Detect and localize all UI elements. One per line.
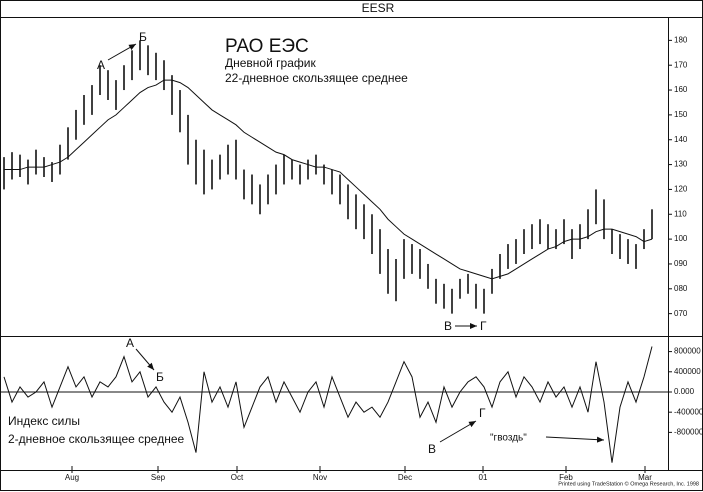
x-tick-label: Sep	[151, 473, 166, 482]
y-tick-label: 090	[674, 259, 688, 268]
y-tick-label: 120	[674, 185, 688, 194]
y-tick-label: 080	[674, 284, 688, 293]
annotation: Индекс силы	[8, 414, 80, 428]
y-tick-label: 400000	[674, 367, 701, 376]
annotation: 2-дневное скользящее среднее	[8, 432, 185, 446]
y-tick-label: 170	[674, 60, 688, 69]
annotation: Г	[479, 406, 486, 420]
annotation: Г	[480, 319, 487, 333]
y-tick-label: 800000	[674, 347, 701, 356]
y-tick-label: 100	[674, 234, 688, 243]
y-tick-label: 180	[674, 35, 688, 44]
arrow	[107, 43, 137, 61]
y-tick-label: 110	[674, 209, 687, 218]
y-tick-label: 140	[674, 135, 688, 144]
x-tick-label: Nov	[313, 473, 327, 482]
moving-average	[4, 79, 653, 280]
y-tick-label: -800000	[674, 427, 703, 436]
arrow	[545, 436, 605, 443]
annotation: В	[428, 442, 436, 456]
annotation: 22-дневное скользящее среднее	[225, 71, 408, 85]
annotation: "гвоздь"	[490, 433, 527, 444]
x-tick-label: Aug	[65, 473, 79, 482]
chart-title: EESR	[362, 1, 395, 15]
annotation: А	[97, 58, 105, 72]
y-tick-label: 160	[674, 85, 688, 94]
arrow	[439, 420, 477, 443]
y-tick-label: 150	[674, 110, 688, 119]
arrow	[135, 348, 155, 371]
x-tick-label: Oct	[231, 473, 244, 482]
annotation: Б	[139, 30, 147, 44]
annotation: Б	[156, 370, 164, 384]
annotation: В	[444, 319, 452, 333]
y-tick-label: 070	[674, 309, 688, 318]
x-tick-label: Mar	[638, 473, 652, 482]
x-tick-label: 01	[479, 473, 488, 482]
x-tick-label: Feb	[559, 473, 573, 482]
footer: Printed using TradeStation © Omega Resea…	[558, 480, 699, 487]
force-index-line	[3, 346, 653, 463]
annotation: Дневной график	[225, 56, 316, 70]
y-tick-label: -400000	[674, 407, 703, 416]
annotation: А	[126, 336, 134, 350]
annotation: РАО ЕЭС	[225, 36, 309, 57]
x-tick-label: Dec	[398, 473, 412, 482]
y-tick-label: 130	[674, 160, 688, 169]
y-tick-label: 0.000	[674, 387, 695, 396]
